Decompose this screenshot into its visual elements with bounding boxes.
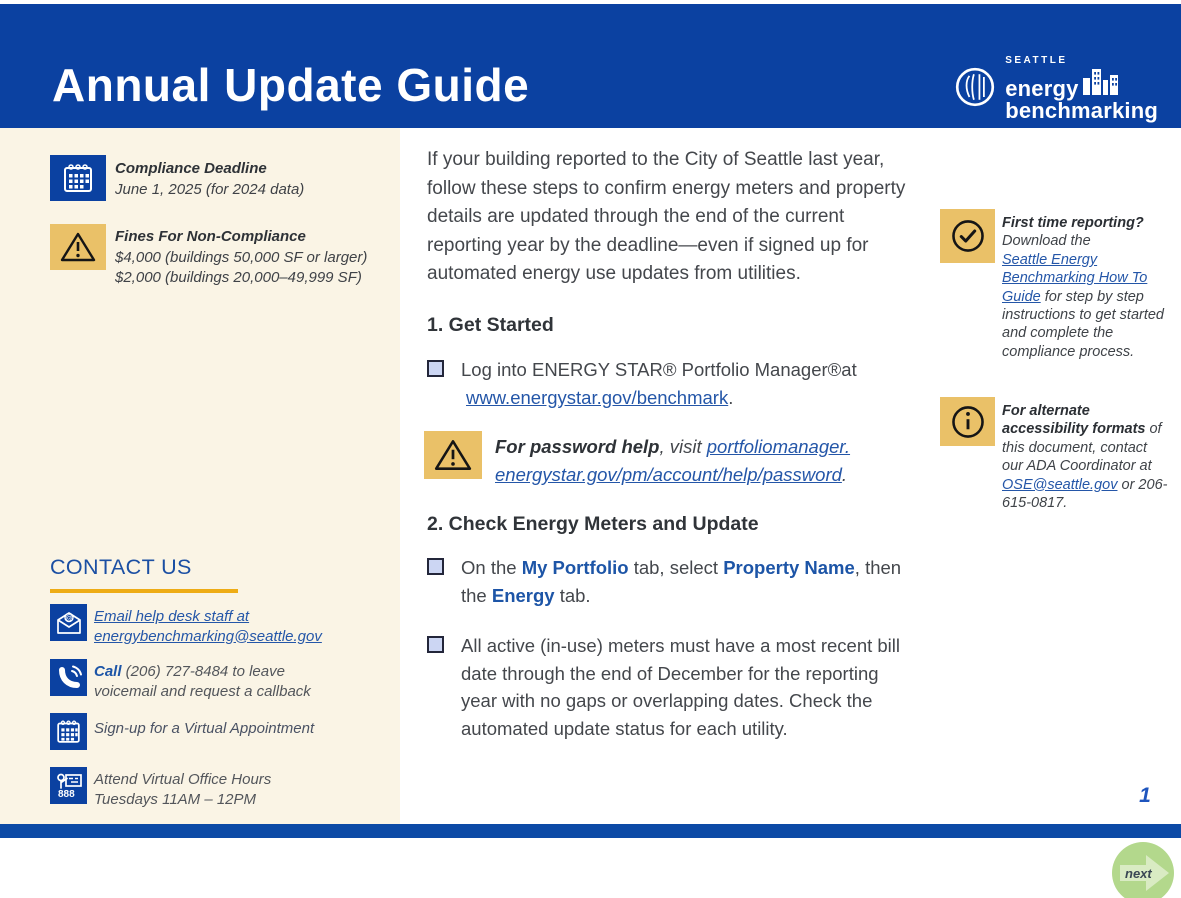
fines-title: Fines For Non-Compliance — [115, 228, 306, 245]
ada-email-link[interactable]: OSE@seattle.gov — [1002, 476, 1118, 493]
buildings-icon — [1082, 68, 1120, 100]
checkbox[interactable] — [427, 360, 444, 377]
calendar-icon — [50, 155, 106, 201]
svg-text:888: 888 — [58, 789, 75, 800]
checkbox[interactable] — [427, 558, 444, 575]
email-icon: @ — [50, 604, 87, 641]
checkbox[interactable] — [427, 636, 444, 653]
call-label: Call — [94, 663, 122, 680]
fines-line-1: $4,000 (buildings 50,000 SF or larger) — [115, 248, 368, 266]
section-1-heading: 1. Get Started — [427, 314, 554, 336]
warning-triangle-icon — [424, 431, 482, 479]
warning-triangle-icon — [50, 224, 106, 270]
svg-text:@: @ — [65, 615, 72, 622]
header-banner: Annual Update Guide SEATTLE energy — [0, 4, 1181, 128]
page-title: Annual Update Guide — [52, 59, 530, 111]
fines-line-2: $2,000 (buildings 20,000–49,999 SF) — [115, 269, 362, 286]
bottom-blue-bar — [0, 824, 1181, 838]
email-help-link[interactable]: Email help desk staff at energybenchmarki… — [94, 608, 322, 645]
password-help-bold: For password help — [495, 436, 660, 457]
phone-icon — [50, 659, 87, 696]
office-hours-contact-item: Attend Virtual Office Hours Tuesdays 11AM… — [94, 771, 272, 808]
call-contact-item: Call (206) 727-8484 to leave voicemail an… — [94, 663, 311, 700]
logo-text: SEATTLE energy — [1005, 56, 1158, 122]
office-hours-icon: 888 — [50, 767, 87, 804]
password-help-callout: For password help, visit portfoliomanage… — [424, 431, 915, 489]
check-circle-icon — [940, 209, 995, 263]
energystar-benchmark-link[interactable]: www.energystar.gov/benchmark — [466, 386, 729, 408]
password-help-link[interactable]: portfoliomanager. energystar.gov/pm/accou… — [495, 436, 851, 485]
compliance-deadline-date: June 1, 2025 (for 2024 data) — [115, 180, 305, 198]
intro-paragraph: If your building reported to the City of… — [427, 149, 906, 285]
accessibility-tip: For alternate accessibility formats of t… — [1002, 403, 1168, 512]
signup-contact-item[interactable]: Sign-up for a Virtual Appointment — [94, 719, 314, 739]
logo-energy-label: energy — [1005, 76, 1079, 101]
info-circle-icon — [940, 397, 995, 446]
first-time-tip: First time reporting? Download the Seatt… — [1002, 215, 1164, 360]
next-button[interactable]: next — [1112, 842, 1174, 898]
checklist-item-meters: All active (in-use) meters must have a m… — [427, 632, 913, 742]
next-arrow-icon — [1112, 842, 1174, 898]
next-button-label: next — [1125, 866, 1152, 881]
contact-us-heading: CONTACT US — [50, 555, 192, 579]
seattle-city-seal-icon — [955, 67, 995, 112]
signup-link: Sign-up for a Virtual Appointment — [94, 720, 315, 737]
seattle-energy-benchmarking-logo: SEATTLE energy — [955, 56, 1158, 122]
email-contact-item: Email help desk staff at energybenchmarki… — [94, 607, 322, 646]
logo-benchmarking-label: benchmarking — [1005, 98, 1158, 123]
left-sidebar: Compliance Deadline June 1, 2025 (for 20… — [0, 128, 400, 824]
fines-block: Fines For Non-Compliance $4,000 (buildin… — [115, 227, 367, 289]
how-to-guide-link[interactable]: Seattle Energy Benchmarking How To Guide — [1002, 251, 1148, 305]
compliance-deadline-block: Compliance Deadline June 1, 2025 (for 20… — [115, 159, 304, 200]
calendar-small-icon — [50, 713, 87, 750]
compliance-deadline-title: Compliance Deadline — [115, 160, 267, 177]
page-number: 1 — [1139, 784, 1151, 807]
logo-seattle-label: SEATTLE — [1005, 55, 1068, 66]
section-2-heading: 2. Check Energy Meters and Update — [427, 513, 759, 535]
gold-divider — [50, 589, 238, 593]
checklist-item-login: Log into ENERGY STAR® Portfolio Manager®… — [427, 356, 906, 411]
checklist-item-portfolio-tab: On the My Portfolio tab, select Property… — [427, 554, 913, 609]
